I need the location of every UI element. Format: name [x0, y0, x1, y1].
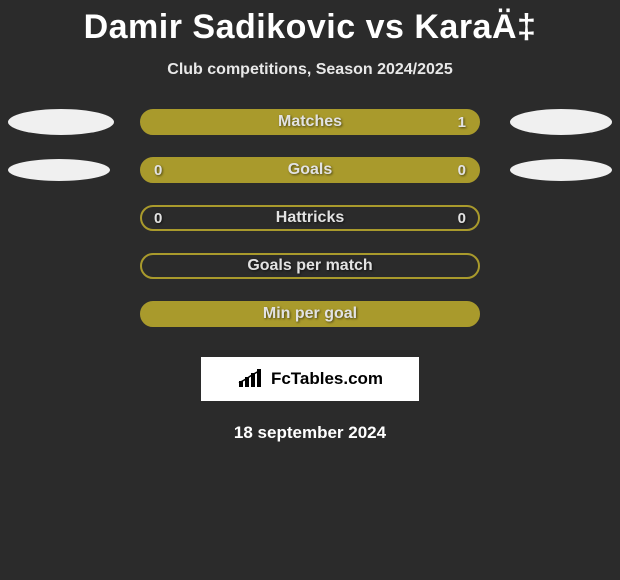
stat-right-value: 1 — [458, 114, 466, 131]
page-subtitle: Club competitions, Season 2024/2025 — [167, 61, 452, 79]
player-left-ellipse — [8, 109, 114, 135]
player-left-ellipse — [8, 159, 110, 181]
date-text: 18 september 2024 — [234, 423, 386, 443]
stat-row: Min per goal — [0, 301, 620, 327]
stat-right-value: 0 — [458, 210, 466, 227]
stat-rows: Matches 1 0 Goals 0 0 Hattricks 0 Goals per matc… — [0, 109, 620, 327]
stat-bar: Goals per match — [140, 253, 480, 279]
stat-right-value: 0 — [458, 162, 466, 179]
player-right-ellipse — [510, 109, 612, 135]
stat-label: Goals per match — [247, 257, 372, 275]
stat-bar: Matches 1 — [140, 109, 480, 135]
player-right-ellipse — [510, 159, 612, 181]
stat-label: Goals — [288, 161, 332, 179]
stat-row: Matches 1 — [0, 109, 620, 135]
stat-row: Goals per match — [0, 253, 620, 279]
stat-row: 0 Hattricks 0 — [0, 205, 620, 231]
page-title: Damir Sadikovic vs KaraÄ‡ — [84, 8, 537, 47]
stat-left-value: 0 — [154, 210, 162, 227]
comparison-card: Damir Sadikovic vs KaraÄ‡ Club competiti… — [0, 0, 620, 443]
stat-label: Hattricks — [276, 209, 344, 227]
logo-text: FcTables.com — [271, 369, 383, 389]
stat-bar: Min per goal — [140, 301, 480, 327]
stat-bar: 0 Hattricks 0 — [140, 205, 480, 231]
stat-label: Min per goal — [263, 305, 357, 323]
stat-left-value: 0 — [154, 162, 162, 179]
stat-bar: 0 Goals 0 — [140, 157, 480, 183]
logo-box: FcTables.com — [201, 357, 419, 401]
bars-icon — [237, 369, 265, 389]
stat-label: Matches — [278, 113, 342, 131]
stat-row: 0 Goals 0 — [0, 157, 620, 183]
